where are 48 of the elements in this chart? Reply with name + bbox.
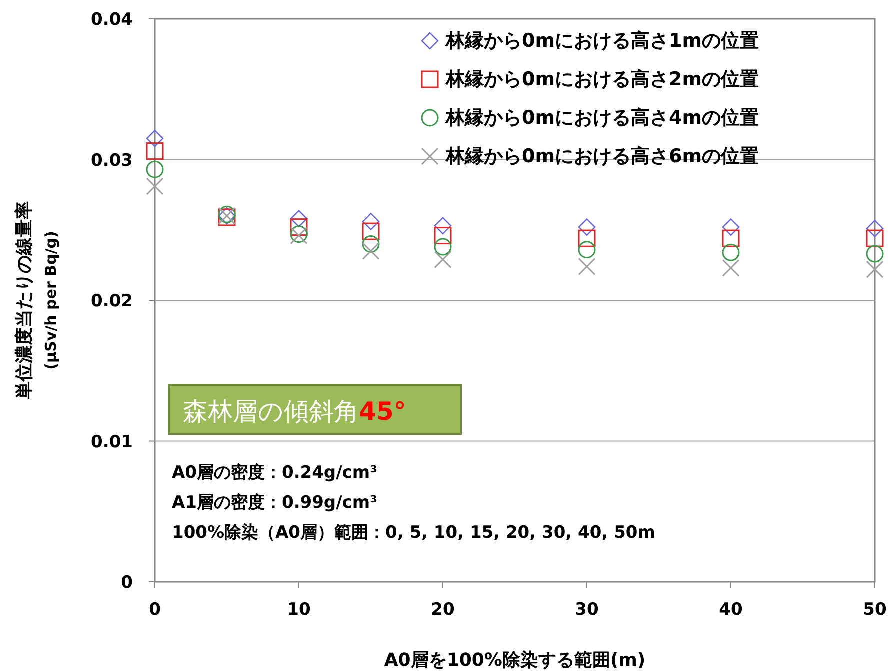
annotation: A1層の密度：0.99g/cm³ bbox=[172, 493, 378, 513]
legend-label: 林縁から0mにおける高さ2mの位置 bbox=[445, 68, 760, 90]
x-tick-label: 40 bbox=[719, 600, 743, 620]
point bbox=[146, 178, 164, 196]
point bbox=[866, 260, 884, 278]
x-tick-label: 10 bbox=[287, 600, 311, 620]
point bbox=[866, 245, 884, 263]
note-box: 森林層の傾斜角45° bbox=[168, 384, 462, 435]
legend-label: 林縁から0mにおける高さ6mの位置 bbox=[445, 146, 760, 168]
y-tick-label: 0.04 bbox=[91, 10, 134, 30]
x-tick-label: 30 bbox=[575, 600, 599, 620]
point bbox=[866, 230, 884, 248]
point bbox=[866, 220, 884, 238]
x-tick-label: 20 bbox=[431, 600, 455, 620]
point bbox=[362, 242, 380, 260]
point bbox=[146, 130, 164, 148]
y-axis-title: 単位濃度当たりの線量率 (μSv/h per Bq/g) bbox=[14, 202, 60, 400]
x-axis-title: A0層を100%除染する範囲(m) bbox=[384, 650, 646, 671]
y-tick-label: 0.01 bbox=[91, 432, 133, 452]
point bbox=[290, 218, 308, 236]
point bbox=[434, 238, 452, 256]
annotation: 森林層の傾斜角45° bbox=[183, 397, 406, 426]
point bbox=[578, 230, 596, 248]
legend-label: 林縁から0mにおける高さ4mの位置 bbox=[445, 107, 760, 129]
point bbox=[722, 218, 740, 236]
point bbox=[578, 218, 596, 236]
y-tick-label: 0 bbox=[121, 573, 134, 593]
point bbox=[434, 227, 452, 245]
point bbox=[722, 244, 740, 262]
x-tick-label: 0 bbox=[149, 600, 162, 620]
point bbox=[146, 160, 164, 178]
point bbox=[722, 259, 740, 277]
y-tick-label: 0.03 bbox=[91, 150, 133, 171]
point bbox=[362, 222, 380, 240]
point bbox=[146, 142, 164, 160]
y-tick-label: 0.02 bbox=[91, 292, 133, 312]
point bbox=[434, 250, 452, 268]
point bbox=[434, 217, 452, 235]
point bbox=[722, 230, 740, 248]
point bbox=[362, 213, 380, 230]
point bbox=[578, 241, 596, 259]
point bbox=[362, 235, 380, 253]
annotation: A0層の密度：0.24g/cm³ bbox=[172, 463, 378, 483]
annotation: 100%除染（A0層）範囲：0, 5, 10, 15, 20, 30, 40, 50m bbox=[172, 523, 656, 543]
point bbox=[578, 258, 596, 276]
x-tick-label: 50 bbox=[863, 600, 887, 620]
legend-label: 林縁から0mにおける高さ1mの位置 bbox=[445, 30, 760, 52]
point bbox=[290, 210, 308, 228]
